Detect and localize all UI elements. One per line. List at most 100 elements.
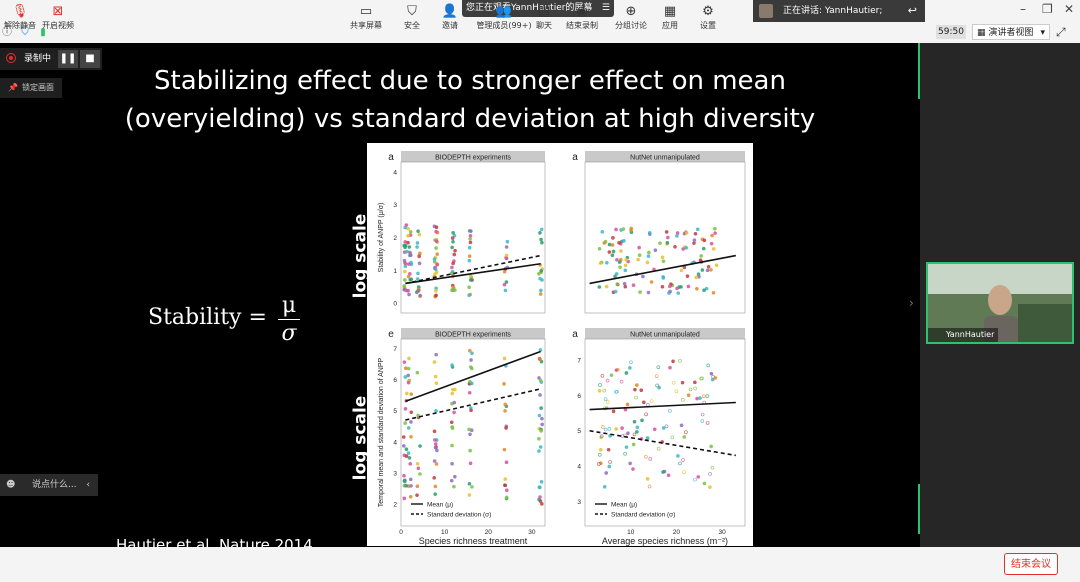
data-point — [453, 474, 457, 479]
info-icon[interactable]: ⓘ — [2, 27, 12, 38]
data-point — [470, 366, 474, 371]
y-tick-label: 2 — [393, 235, 397, 242]
data-point — [679, 268, 684, 273]
data-point — [409, 392, 414, 396]
settings-button[interactable]: ⚙ 设置 — [680, 3, 736, 31]
data-point — [626, 431, 630, 436]
pause-recording-button[interactable]: ❚❚ — [58, 50, 78, 68]
data-point — [619, 379, 624, 384]
data-point — [675, 286, 679, 291]
data-point — [406, 226, 410, 231]
data-point — [405, 391, 409, 396]
data-point — [711, 247, 716, 251]
close-icon[interactable]: ✕ — [1064, 2, 1075, 16]
data-point — [600, 230, 605, 234]
stop-record-button[interactable]: ◉ 结束录制 — [554, 3, 610, 31]
data-point — [614, 390, 618, 394]
chat-quick-input[interactable]: ☻ 说点什么... ‹ — [0, 474, 98, 496]
data-point — [467, 493, 472, 497]
chat-button[interactable]: ▤ 聊天 — [516, 3, 572, 31]
panel-title: NutNet unmanipulated — [630, 332, 700, 339]
data-point — [694, 275, 698, 280]
data-point — [668, 284, 672, 289]
data-point — [452, 484, 456, 489]
data-point — [666, 235, 670, 240]
data-point — [635, 425, 640, 430]
data-point — [658, 241, 662, 245]
security-button[interactable]: ⛉ 安全 — [384, 3, 440, 31]
data-point — [599, 434, 604, 439]
data-point — [450, 236, 455, 240]
speaker-indicator[interactable]: 正在讲话: YannHautier; ↩ — [753, 0, 925, 22]
data-point — [538, 292, 543, 296]
collapse-icon[interactable]: ‹ — [86, 480, 90, 490]
data-point — [713, 376, 718, 380]
data-point — [710, 233, 714, 238]
data-point — [598, 261, 603, 265]
data-point — [605, 400, 610, 404]
end-meeting-button[interactable]: 结束会议 — [1004, 553, 1058, 575]
data-point — [538, 393, 542, 397]
y-axis-label: Stability of ANPP (μ/σ) — [378, 203, 385, 273]
data-point — [503, 402, 507, 407]
recording-icon — [6, 53, 16, 63]
data-point — [402, 360, 407, 364]
stop-recording-button[interactable]: ■ — [80, 50, 100, 68]
viewing-banner[interactable]: 您正在观看YannHautier的屏幕 ☰ — [462, 0, 614, 17]
data-point — [470, 351, 474, 356]
x-tick-label: 20 — [485, 529, 493, 536]
data-point — [676, 454, 680, 458]
data-point — [404, 454, 409, 458]
apps-button[interactable]: ▦ 应用 — [642, 3, 698, 31]
lock-screen-button[interactable]: 📌 锁定画面 — [0, 78, 62, 98]
y-tick-label: 3 — [393, 471, 397, 478]
breakout-rooms-button[interactable]: ⊕ 分组讨论 — [603, 3, 659, 31]
fullscreen-icon[interactable]: ⤢ — [1056, 25, 1066, 39]
invite-label: 邀请 — [442, 21, 458, 30]
data-point — [614, 272, 619, 276]
data-point — [407, 456, 412, 460]
data-point — [698, 396, 702, 400]
data-point — [629, 226, 634, 231]
data-point — [504, 426, 508, 430]
emoji-icon[interactable]: ☻ — [6, 480, 16, 490]
data-point — [684, 430, 688, 435]
unmute-button[interactable]: 🎙 解除静音 — [0, 3, 48, 31]
data-point — [657, 385, 661, 390]
banner-menu-icon[interactable]: ☰ — [601, 3, 610, 13]
shield-icon[interactable]: ⛉ — [21, 27, 29, 38]
data-point — [432, 429, 437, 434]
data-point — [604, 471, 608, 475]
data-point — [668, 365, 672, 370]
data-point — [434, 229, 438, 234]
signal-icon[interactable]: ▮ — [40, 27, 46, 38]
data-point — [631, 467, 635, 471]
data-point — [632, 419, 637, 424]
figure-svg: BIODEPTH experiments a 0 1 2 3 4 Stability of A… — [378, 151, 746, 546]
data-point — [676, 291, 681, 295]
data-point — [607, 250, 612, 254]
unmute-label: 解除静音 — [4, 21, 36, 30]
data-point — [647, 231, 652, 235]
data-point — [631, 442, 636, 447]
manage-members-button[interactable]: 👥 管理成员(99+) — [466, 3, 542, 31]
share-screen-button[interactable]: ▭ 共享屏幕 — [338, 3, 394, 31]
data-point — [609, 373, 614, 377]
start-video-button[interactable]: ⊠ 开启视频 — [30, 3, 86, 31]
minimize-icon[interactable]: – — [1020, 2, 1026, 16]
data-point — [638, 290, 642, 294]
restore-icon[interactable]: ❐ — [1042, 2, 1053, 16]
data-point — [403, 243, 408, 248]
y-axis-label: Temporal mean and standard deviation of … — [378, 357, 385, 507]
data-point — [686, 393, 691, 398]
data-point — [656, 365, 661, 369]
invite-button[interactable]: 👤 邀请 — [422, 3, 478, 31]
return-icon[interactable]: ↩ — [907, 4, 917, 17]
data-point — [415, 245, 419, 249]
data-point — [450, 265, 454, 270]
participant-video-tile[interactable]: YannHautier — [926, 262, 1074, 344]
data-point — [403, 366, 408, 371]
chevron-right-icon[interactable]: › — [909, 296, 914, 310]
view-mode-button[interactable]: ▦ 演讲者视图 ▾ — [972, 24, 1050, 40]
data-point — [614, 368, 619, 372]
